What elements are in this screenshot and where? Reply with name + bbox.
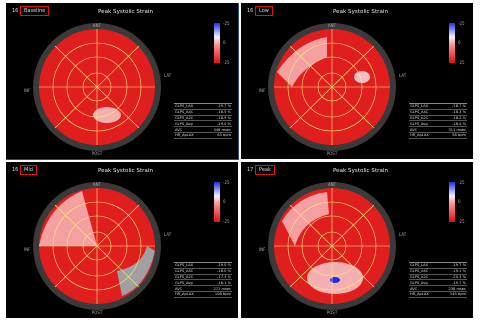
strain-table: GLPS_LAX -19.0 % GLPS_A4C -18.0 % GLPS_A2C… — [174, 262, 232, 298]
bullseye-plot: ANT LAT POST INF — [259, 182, 407, 315]
wall-label-ant: ANT — [328, 182, 337, 187]
color-scale-top: -25 — [458, 180, 465, 185]
strain-table: GLPS_LAX -19.7 % GLPS_A4C -19.1 % GLPS_A2C… — [409, 262, 467, 298]
wall-label-post: POST — [92, 310, 103, 315]
panel-number: 16 — [12, 8, 19, 14]
bullseye-plot: ANT LAT POST INF — [24, 23, 172, 156]
bullseye-plot: ANT LAT POST INF — [24, 182, 172, 315]
wall-label-lat: LAT — [399, 232, 407, 237]
color-scale-top: -25 — [223, 180, 230, 185]
stage-label: Baseline — [20, 6, 50, 16]
color-scale-top: -25 — [458, 21, 465, 26]
stage-label: Low — [255, 6, 273, 16]
wall-label-inf: INF — [24, 88, 31, 93]
wall-label-post: POST — [327, 310, 338, 315]
color-scale — [449, 182, 455, 222]
wall-label-inf: INF — [259, 88, 266, 93]
stage-label: Peak — [255, 165, 275, 175]
color-scale-mid: 0 — [458, 40, 461, 45]
wall-label-lat: LAT — [164, 232, 172, 237]
color-scale — [214, 23, 220, 63]
panel-peak[interactable]: 17 Peak Peak Systolic Strain ANT LAT POS… — [241, 162, 473, 318]
panel-title: Peak Systolic Strain — [333, 9, 388, 15]
panel-number: 16 — [12, 167, 19, 173]
color-scale-bottom: -25 — [223, 219, 230, 224]
panel-title: Peak Systolic Strain — [98, 9, 153, 15]
wall-label-inf: INF — [24, 247, 31, 252]
color-scale-mid: 0 — [458, 199, 461, 204]
panel-low[interactable]: 16 Low Peak Systolic Strain ANT LAT POST… — [241, 3, 473, 159]
panel-title: Peak Systolic Strain — [333, 168, 388, 174]
wall-label-ant: ANT — [328, 23, 337, 28]
wall-label-ant: ANT — [93, 182, 102, 187]
color-scale — [214, 182, 220, 222]
panel-title: Peak Systolic Strain — [98, 168, 153, 174]
stress-echo-grid: 16 Baseline Peak Systolic Strain ANT LAT… — [6, 3, 473, 319]
wall-label-ant: ANT — [93, 23, 102, 28]
panel-baseline[interactable]: 16 Baseline Peak Systolic Strain ANT LAT… — [6, 3, 239, 160]
strain-table: GLPS_LAX -18.7 % GLPS_A4C -18.3 % GLPS_A2C… — [409, 103, 467, 139]
color-scale-top: -25 — [223, 21, 230, 26]
wall-label-inf: INF — [259, 247, 266, 252]
wall-label-lat: LAT — [399, 73, 407, 78]
strain-table: GLPS_LAX -19.7 % GLPS_A4C -18.5 % GLPS_A2C… — [174, 103, 232, 139]
color-scale-mid: 0 — [223, 199, 226, 204]
color-scale-mid: 0 — [223, 40, 226, 45]
panel-number: 17 — [247, 167, 254, 173]
wall-label-post: POST — [92, 151, 103, 156]
color-scale-bottom: -25 — [458, 219, 465, 224]
wall-label-post: POST — [327, 151, 338, 156]
color-scale-bottom: -25 — [223, 60, 230, 65]
stage-label: Mid — [20, 165, 37, 175]
color-scale-bottom: -25 — [458, 60, 465, 65]
panel-number: 16 — [247, 8, 254, 14]
bullseye-plot: ANT LAT POST INF — [259, 23, 407, 156]
color-scale — [449, 23, 455, 63]
panel-mid[interactable]: 16 Mid Peak Systolic Strain ANT LAT POST… — [6, 162, 238, 318]
wall-label-lat: LAT — [164, 73, 172, 78]
